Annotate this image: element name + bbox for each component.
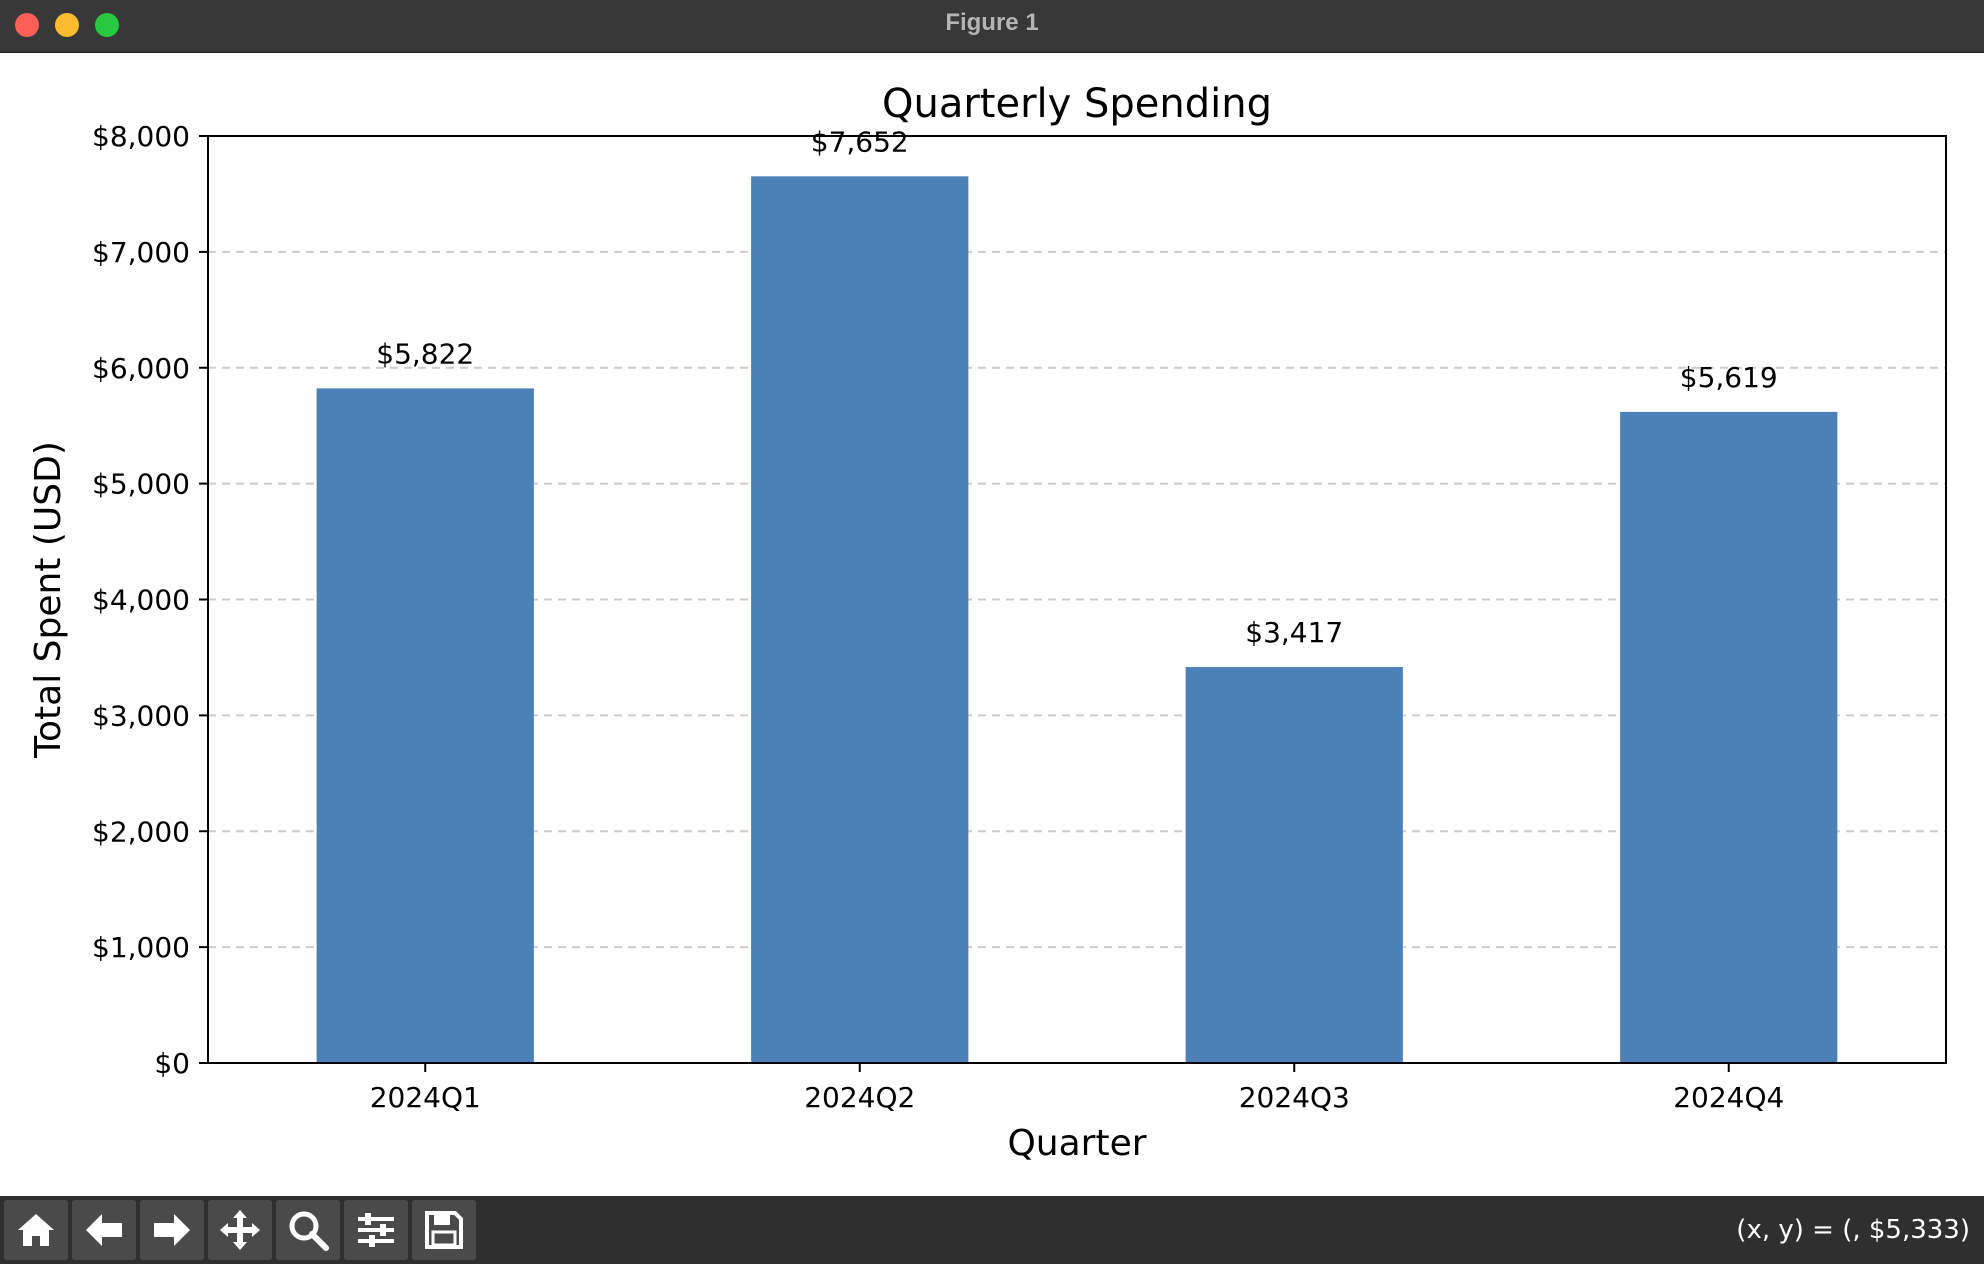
y-axis-label: Total Spent (USD) xyxy=(28,441,69,759)
title-bar: Figure 1 xyxy=(0,0,1984,53)
y-tick-label: $1,000 xyxy=(92,931,190,964)
pan-button[interactable] xyxy=(208,1200,272,1260)
x-tick-label: 2024Q4 xyxy=(1673,1081,1784,1114)
value-label: $3,417 xyxy=(1245,616,1343,649)
arrow-right-icon xyxy=(154,1214,190,1246)
y-tick-label: $2,000 xyxy=(92,815,190,848)
x-tick-label: 2024Q1 xyxy=(370,1081,481,1114)
sliders-icon xyxy=(358,1213,394,1247)
figure-canvas[interactable]: $0 $1,000 $2,000 $3,000 $4,000 $5,000 $6,000 $7… xyxy=(0,53,1984,1195)
value-label: $7,652 xyxy=(811,125,909,158)
bar-chart: $0 $1,000 $2,000 $3,000 $4,000 $5,000 $6,000 $7… xyxy=(28,81,1947,1164)
floppy-disk-icon xyxy=(425,1211,463,1249)
y-tick-label: $5,000 xyxy=(92,468,190,501)
x-axis-label: Quarter xyxy=(1007,1123,1146,1164)
zoom-button[interactable] xyxy=(276,1200,340,1260)
home-icon xyxy=(18,1214,54,1246)
save-button[interactable] xyxy=(412,1200,476,1260)
y-tick-label: $3,000 xyxy=(92,699,190,732)
home-button[interactable] xyxy=(4,1200,68,1260)
bar-2024q4 xyxy=(1620,411,1838,1063)
minimize-window-button[interactable] xyxy=(55,13,79,37)
bar-2024q2 xyxy=(751,176,969,1064)
y-axis-ticks: $0 $1,000 $2,000 $3,000 $4,000 $5,000 $6,000 $7… xyxy=(92,120,208,1080)
value-labels: $5,822 $7,652 $3,417 $5,619 xyxy=(376,125,1777,649)
back-button[interactable] xyxy=(72,1200,136,1260)
configure-subplots-button[interactable] xyxy=(344,1200,408,1260)
value-label: $5,822 xyxy=(376,337,474,370)
x-axis-ticks: 2024Q1 2024Q2 2024Q3 2024Q4 xyxy=(370,1063,1784,1114)
x-tick-label: 2024Q2 xyxy=(804,1081,915,1114)
cursor-coordinates: (x, y) = (, $5,333) xyxy=(1736,1215,1970,1245)
value-label: $5,619 xyxy=(1680,361,1778,394)
y-tick-label: $8,000 xyxy=(92,120,190,153)
bar-2024q3 xyxy=(1185,667,1403,1063)
y-tick-label: $4,000 xyxy=(92,584,190,617)
chart-title: Quarterly Spending xyxy=(882,81,1272,127)
forward-button[interactable] xyxy=(140,1200,204,1260)
magnifier-icon xyxy=(289,1211,329,1251)
window-title: Figure 1 xyxy=(945,9,1039,36)
y-tick-label: $6,000 xyxy=(92,352,190,385)
bar-2024q1 xyxy=(316,388,534,1064)
close-window-button[interactable] xyxy=(15,13,39,37)
zoom-window-button[interactable] xyxy=(95,13,119,37)
x-tick-label: 2024Q3 xyxy=(1239,1081,1350,1114)
y-tick-label: $7,000 xyxy=(92,236,190,269)
move-icon xyxy=(220,1210,260,1250)
arrow-left-icon xyxy=(86,1214,122,1246)
navigation-toolbar: (x, y) = (, $5,333) xyxy=(0,1196,1984,1264)
y-tick-label: $0 xyxy=(154,1047,190,1080)
bars xyxy=(316,176,1838,1064)
